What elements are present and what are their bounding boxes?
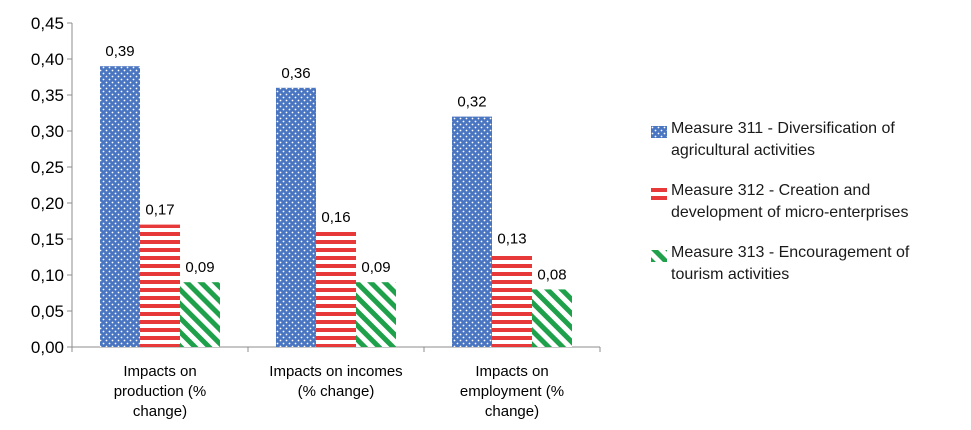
legend: Measure 311 - Diversification of agricul… xyxy=(651,118,971,304)
legend-label-measure-313-line2: tourism activities xyxy=(671,266,790,283)
y-axis: 0,00 0,05 0,10 0,15 0,20 0,25 0,30 0,35 0,40 0,45 xyxy=(31,14,73,357)
y-tick-label: 0,35 xyxy=(31,86,64,105)
legend-swatch-measure-312 xyxy=(651,185,667,200)
bar-measure-312 xyxy=(316,231,356,347)
y-tick-label: 0,15 xyxy=(31,230,64,249)
bar-measure-313 xyxy=(180,282,220,347)
legend-label-measure-312-line1: Measure 312 - Creation and xyxy=(671,182,871,199)
x-tick-label: Impacts on xyxy=(475,363,548,380)
x-tick-label: change) xyxy=(133,403,187,420)
y-tick-label: 0,45 xyxy=(31,14,64,33)
legend-item-measure-313: Measure 313 - Encouragement of tourism a… xyxy=(651,242,971,286)
legend-label-measure-313-line1: Measure 313 - Encouragement of xyxy=(671,244,910,261)
data-label-measure-311: 0,32 xyxy=(457,94,486,111)
bar-measure-313 xyxy=(532,289,572,347)
bar-measure-313 xyxy=(356,282,396,347)
bar-measure-311 xyxy=(100,66,140,347)
y-tick-label: 0,25 xyxy=(31,158,64,177)
legend-item-measure-311: Measure 311 - Diversification of agricul… xyxy=(651,118,971,162)
data-label-measure-313: 0,09 xyxy=(185,259,214,276)
bar-measure-311 xyxy=(452,116,492,347)
y-tick-label: 0,20 xyxy=(31,194,64,213)
legend-swatch-measure-313 xyxy=(651,247,667,262)
x-tick-label: change) xyxy=(485,403,539,420)
data-label-measure-311: 0,39 xyxy=(105,43,134,60)
legend-label-measure-311-line2: agricultural activities xyxy=(671,142,816,159)
legend-label-measure-311-line1: Measure 311 - Diversification of xyxy=(671,120,895,137)
x-tick-label: (% change) xyxy=(298,383,375,400)
y-tick-label: 0,40 xyxy=(31,50,64,69)
bar-measure-312 xyxy=(140,224,180,347)
data-label-measure-311: 0,36 xyxy=(281,65,310,82)
x-tick-label: production (% xyxy=(114,383,207,400)
x-axis: Impacts on production (% change) Impacts on… xyxy=(71,346,601,420)
bars xyxy=(100,66,572,348)
y-tick-label: 0,30 xyxy=(31,122,64,141)
data-label-measure-312: 0,16 xyxy=(321,209,350,226)
y-tick-label: 0,10 xyxy=(31,266,64,285)
y-tick-label: 0,05 xyxy=(31,302,64,321)
bar-measure-311 xyxy=(276,87,316,348)
legend-label-measure-312-line2: development of micro-enterprises xyxy=(671,204,909,221)
x-tick-label: Impacts on incomes xyxy=(269,363,402,380)
data-label-measure-313: 0,08 xyxy=(537,266,566,283)
bar-measure-312 xyxy=(492,253,532,347)
data-label-measure-312: 0,17 xyxy=(145,202,174,219)
data-label-measure-313: 0,09 xyxy=(361,259,390,276)
x-tick-label: employment (% xyxy=(460,383,564,400)
legend-item-measure-312: Measure 312 - Creation and development o… xyxy=(651,180,971,224)
x-tick-label: Impacts on xyxy=(123,363,196,380)
data-labels: 0,39 0,17 0,09 0,36 0,16 0,09 0,32 0,13 0,08 xyxy=(105,43,566,283)
legend-swatch-measure-311 xyxy=(651,123,667,138)
data-label-measure-312: 0,13 xyxy=(497,230,526,247)
y-tick-label: 0,00 xyxy=(31,338,64,357)
